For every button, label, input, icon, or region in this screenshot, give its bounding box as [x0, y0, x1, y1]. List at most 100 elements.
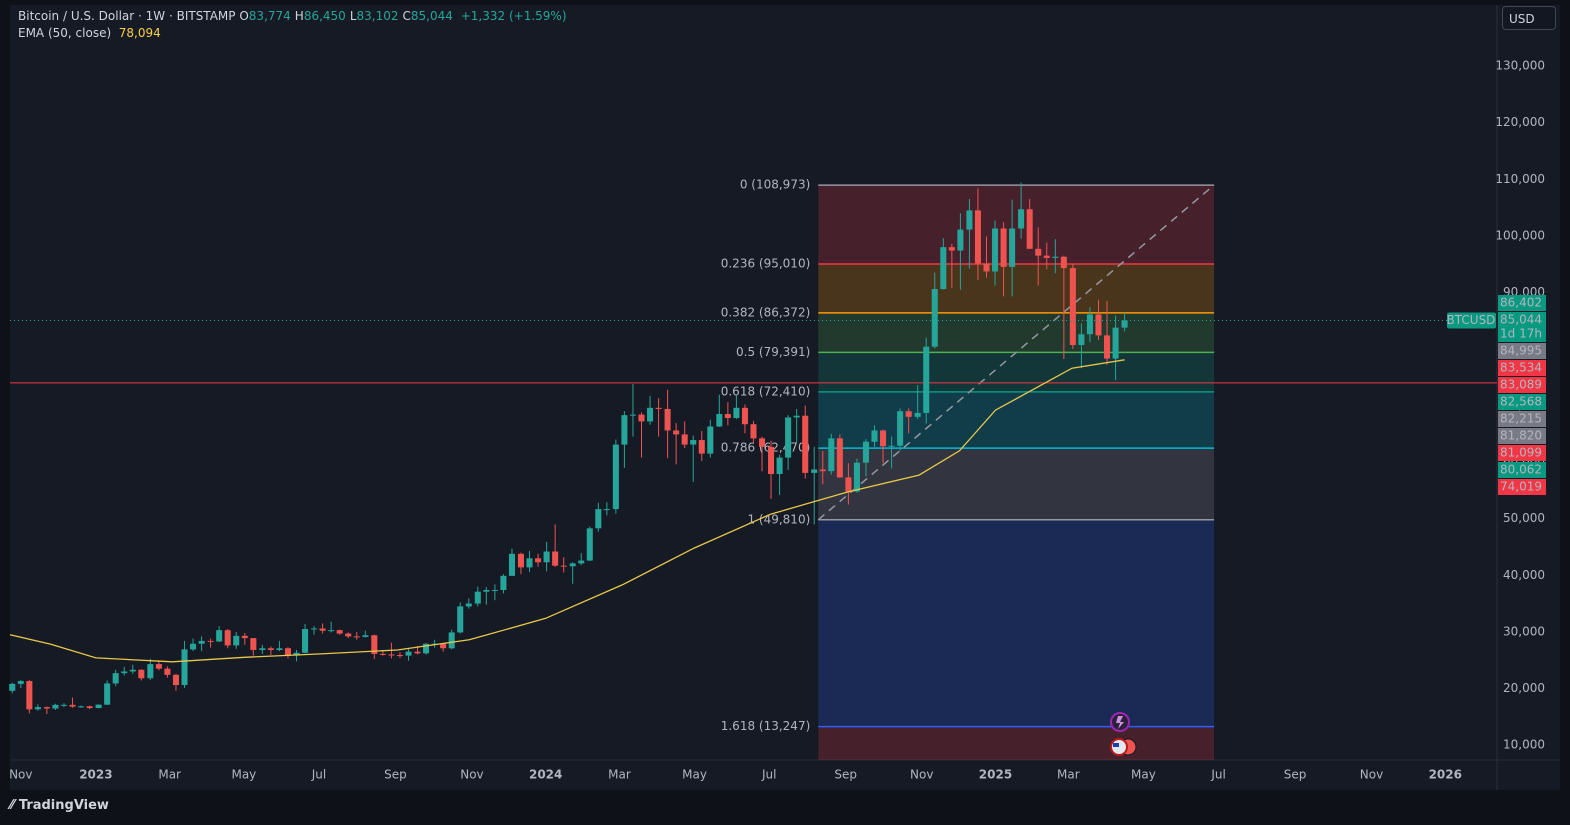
candle-body: [535, 558, 542, 563]
ohlc: O83,774 H86,450 L83,102 C85,044: [239, 9, 457, 23]
candle-body: [569, 563, 576, 567]
candle-body: [681, 434, 688, 445]
candle-body: [121, 671, 128, 674]
x-tick-label: Jul: [1210, 768, 1225, 782]
ema-label: EMA (50, close): [18, 26, 112, 40]
price-label-bg: [1498, 377, 1546, 393]
candle-body: [768, 446, 775, 475]
candle-body: [336, 630, 343, 634]
candle-body: [440, 643, 447, 649]
candle-body: [216, 630, 223, 642]
fib-zone: [818, 185, 1215, 265]
candle-body: [621, 415, 628, 445]
x-tick-label: 2025: [979, 768, 1012, 782]
candle-body: [1018, 209, 1025, 229]
candle-body: [198, 640, 205, 644]
price-label: 82,215: [1500, 412, 1542, 426]
candle-body: [828, 438, 835, 472]
x-tick-label: Nov: [460, 768, 483, 782]
candle-body: [690, 440, 697, 445]
ohlc-value: 86,450: [303, 9, 346, 23]
candle-body: [923, 346, 930, 413]
candle-body: [931, 289, 938, 347]
x-tick-label: 2026: [1429, 768, 1462, 782]
ohlc-value: 83,102: [356, 9, 399, 23]
brand: ⁄⁄ TradingView: [10, 798, 109, 813]
candle-body: [241, 635, 248, 639]
fib-zone: [818, 312, 1215, 353]
x-tick-label: Sep: [384, 768, 407, 782]
candle-body: [862, 441, 869, 463]
candle-body: [104, 683, 111, 705]
y-tick-label: 100,000: [1495, 228, 1545, 242]
candle-body: [785, 417, 792, 458]
candle-body: [267, 648, 274, 650]
candle-body: [1052, 256, 1059, 258]
x-tick-label: Mar: [608, 768, 631, 782]
candle-body: [759, 438, 766, 447]
ohlc-value: 85,044: [410, 9, 453, 23]
price-label: 84,995: [1500, 344, 1542, 358]
candle-body: [1026, 209, 1033, 249]
candle-body: [379, 653, 386, 655]
fib-zone: [818, 519, 1215, 727]
candle-body: [311, 628, 318, 630]
symbol-tag: BTCUSD: [1447, 313, 1496, 327]
candle-body: [319, 628, 326, 631]
candle-body: [423, 643, 430, 654]
candle-body: [560, 565, 567, 567]
x-tick-label: May: [231, 768, 256, 782]
fib-label: 0.236 (95,010): [721, 257, 811, 271]
ohlc-key: C: [402, 9, 411, 23]
candle-body: [629, 414, 636, 416]
candle-body: [181, 649, 188, 686]
fib-label: 0.5 (79,391): [736, 345, 810, 359]
price-label-bg: [1498, 360, 1546, 376]
candle-body: [9, 683, 16, 691]
candle-body: [707, 426, 714, 454]
candle-body: [957, 229, 964, 251]
price-label: 86,402: [1500, 296, 1542, 310]
price-label-bg: [1498, 394, 1546, 410]
y-tick-label: 20,000: [1503, 681, 1545, 695]
candle-body: [293, 652, 300, 656]
ohlc-key: O: [239, 9, 249, 23]
fib-trend-line: [817, 184, 1215, 521]
ema-row: EMA (50, close) 78,094: [18, 25, 567, 42]
candle-body: [811, 469, 818, 473]
price-label: 80,062: [1500, 463, 1542, 477]
candle-body: [500, 575, 507, 590]
y-tick-label: 130,000: [1495, 59, 1545, 73]
candle-body: [698, 440, 705, 454]
candle-body: [224, 630, 231, 646]
y-tick-label: 30,000: [1503, 624, 1545, 638]
price-label-bg: [1498, 312, 1546, 342]
price-label: 83,089: [1500, 378, 1542, 392]
currency-button[interactable]: USD: [1502, 6, 1556, 30]
flag-canton: [1113, 743, 1119, 747]
candle-body: [914, 412, 921, 417]
candle-body: [396, 655, 403, 657]
fib-zone: [818, 448, 1215, 520]
x-tick-label: Mar: [158, 768, 181, 782]
candle-body: [966, 210, 973, 230]
candle-body: [655, 407, 662, 409]
candle-body: [345, 633, 352, 637]
candle-body: [836, 438, 843, 478]
candle-body: [1121, 320, 1128, 328]
candle-body: [52, 704, 59, 709]
fib-label: 1.618 (13,247): [721, 719, 811, 733]
candle-body: [491, 589, 498, 591]
price-label: 81,099: [1500, 446, 1542, 460]
y-tick-label: 110,000: [1495, 172, 1545, 186]
fib-zone-extension: [818, 726, 1215, 760]
price-label-bg: [1498, 411, 1546, 427]
candle-body: [414, 651, 421, 654]
price-label-bg: [1498, 462, 1546, 478]
candle-body: [793, 415, 800, 418]
candle-body: [448, 632, 455, 649]
ohlc-key: L: [349, 9, 357, 23]
candle-body: [595, 509, 602, 529]
x-tick-label: Jul: [311, 768, 326, 782]
